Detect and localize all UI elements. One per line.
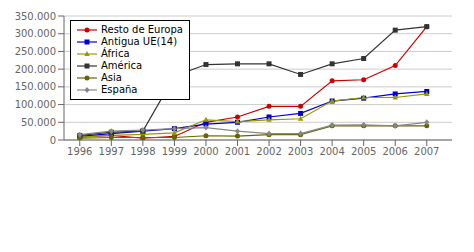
svg-text:1999: 1999 bbox=[162, 146, 187, 157]
svg-text:2006: 2006 bbox=[382, 146, 407, 157]
svg-text:1998: 1998 bbox=[130, 146, 155, 157]
svg-text:100.000: 100.000 bbox=[15, 99, 56, 110]
svg-text:1997: 1997 bbox=[99, 146, 124, 157]
svg-text:300.000: 300.000 bbox=[15, 28, 56, 39]
html-text:Resto de Europa: Resto de Europa bbox=[101, 24, 183, 35]
svg-text:0: 0 bbox=[50, 135, 56, 146]
svg-text:150.000: 150.000 bbox=[15, 81, 56, 92]
svg-text:350.000: 350.000 bbox=[15, 11, 56, 22]
html-text:América: América bbox=[101, 60, 143, 71]
svg-text:2000: 2000 bbox=[193, 146, 218, 157]
html-text:España: España bbox=[101, 84, 138, 95]
svg-text:2001: 2001 bbox=[225, 146, 250, 157]
svg-text:2002: 2002 bbox=[256, 146, 281, 157]
svg-text:250.000: 250.000 bbox=[15, 46, 56, 57]
html-text:Asia: Asia bbox=[101, 72, 122, 83]
svg-text:2003: 2003 bbox=[288, 146, 313, 157]
html-text:África: África bbox=[101, 48, 130, 59]
svg-text:1996: 1996 bbox=[67, 146, 92, 157]
html-text:Antigua UE(14): Antigua UE(14) bbox=[101, 36, 177, 47]
svg-text:2005: 2005 bbox=[351, 146, 376, 157]
svg-text:200.000: 200.000 bbox=[15, 64, 56, 75]
svg-text:50.000: 50.000 bbox=[21, 117, 56, 128]
svg-text:2004: 2004 bbox=[319, 146, 344, 157]
svg-text:2007: 2007 bbox=[414, 146, 439, 157]
